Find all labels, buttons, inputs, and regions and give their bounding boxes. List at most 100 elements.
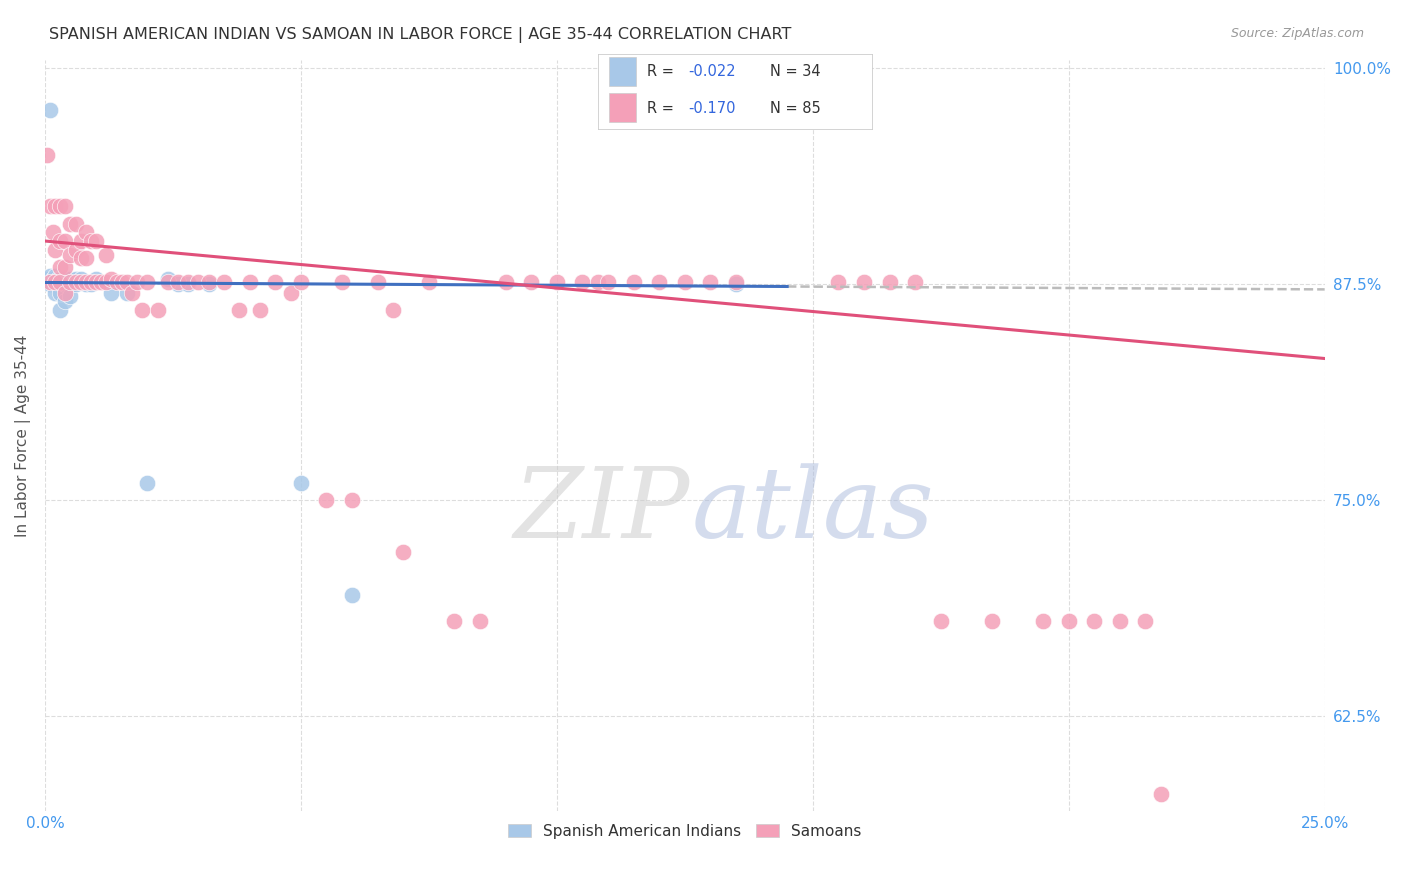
Point — [53, 260, 76, 274]
Point — [340, 588, 363, 602]
Y-axis label: In Labor Force | Age 35-44: In Labor Force | Age 35-44 — [15, 334, 31, 537]
Text: -0.022: -0.022 — [688, 64, 735, 79]
Point — [546, 276, 568, 290]
Point — [53, 294, 76, 309]
Point — [249, 303, 271, 318]
Point — [65, 277, 87, 292]
Point — [673, 276, 696, 290]
Point — [39, 268, 62, 283]
Point — [69, 234, 91, 248]
Point — [69, 272, 91, 286]
Point — [724, 277, 747, 292]
Point — [382, 303, 405, 318]
Point — [177, 276, 200, 290]
Point — [44, 199, 66, 213]
Point — [699, 276, 721, 290]
Point — [39, 103, 62, 117]
Point — [197, 276, 219, 290]
Point — [44, 268, 66, 283]
Point — [80, 276, 103, 290]
Point — [111, 276, 134, 290]
Point — [80, 234, 103, 248]
Text: ZIP: ZIP — [513, 463, 690, 558]
Point — [49, 303, 72, 318]
Point — [65, 276, 87, 290]
Point — [53, 285, 76, 300]
Point — [392, 545, 415, 559]
Point — [49, 272, 72, 286]
Point — [187, 276, 209, 290]
Point — [136, 276, 159, 290]
Point — [115, 285, 138, 300]
Point — [131, 303, 153, 318]
Point — [49, 260, 72, 274]
Point — [197, 277, 219, 292]
Point — [904, 276, 927, 290]
Point — [1135, 614, 1157, 628]
Point — [49, 277, 72, 292]
Point — [59, 272, 82, 286]
Point — [239, 276, 262, 290]
Point — [49, 199, 72, 213]
Point — [340, 493, 363, 508]
Point — [80, 277, 103, 292]
Point — [1032, 614, 1054, 628]
Point — [596, 276, 619, 290]
Point — [44, 276, 66, 290]
Point — [69, 252, 91, 266]
Point — [39, 276, 62, 290]
Point — [724, 276, 747, 290]
Point — [264, 276, 287, 290]
Point — [75, 226, 97, 240]
Point — [84, 272, 107, 286]
Point — [1083, 614, 1105, 628]
Point — [852, 276, 875, 290]
Point — [53, 199, 76, 213]
Point — [586, 276, 609, 290]
Point — [44, 243, 66, 257]
Text: atlas: atlas — [692, 463, 934, 558]
Point — [53, 234, 76, 248]
Point — [177, 277, 200, 292]
Point — [96, 276, 118, 290]
Point — [623, 276, 645, 290]
Point — [156, 276, 179, 290]
Bar — [609, 93, 636, 122]
Point — [827, 276, 849, 290]
Point — [100, 272, 122, 286]
Point — [105, 276, 128, 290]
Text: SPANISH AMERICAN INDIAN VS SAMOAN IN LABOR FORCE | AGE 35-44 CORRELATION CHART: SPANISH AMERICAN INDIAN VS SAMOAN IN LAB… — [49, 27, 792, 43]
Point — [39, 199, 62, 213]
Point — [980, 614, 1002, 628]
Point — [212, 276, 235, 290]
Point — [167, 277, 190, 292]
Point — [84, 234, 107, 248]
Point — [75, 252, 97, 266]
Point — [59, 289, 82, 303]
Text: R =: R = — [647, 101, 679, 116]
Text: Source: ZipAtlas.com: Source: ZipAtlas.com — [1230, 27, 1364, 40]
Text: R =: R = — [647, 64, 679, 79]
Point — [41, 272, 63, 286]
Point — [468, 614, 491, 628]
Point — [65, 243, 87, 257]
Text: N = 34: N = 34 — [770, 64, 821, 79]
Point — [115, 276, 138, 290]
Point — [571, 276, 593, 290]
Point — [228, 303, 250, 318]
Point — [46, 272, 69, 286]
Point — [41, 226, 63, 240]
Point — [330, 276, 353, 290]
Point — [59, 248, 82, 262]
Legend: Spanish American Indians, Samoans: Spanish American Indians, Samoans — [502, 818, 868, 845]
Point — [44, 277, 66, 292]
Point — [1109, 614, 1132, 628]
Point — [367, 276, 389, 290]
Point — [1150, 787, 1173, 801]
Point — [37, 272, 59, 286]
Point — [125, 276, 148, 290]
Point — [69, 276, 91, 290]
Point — [59, 276, 82, 290]
Point — [75, 276, 97, 290]
Point — [146, 303, 169, 318]
